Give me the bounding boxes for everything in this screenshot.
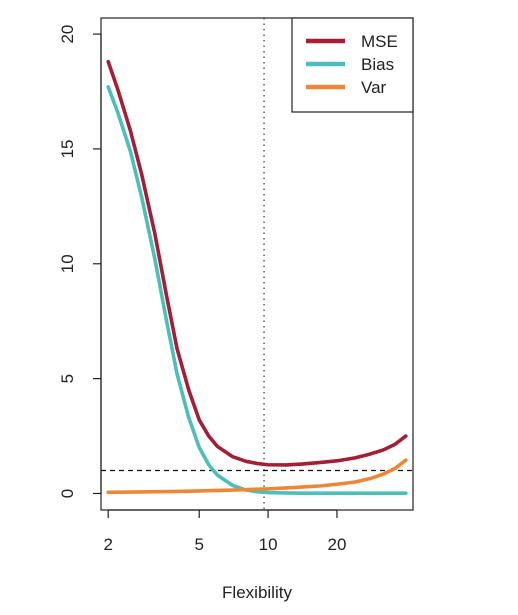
legend-box [291, 17, 414, 113]
legend-label-mse: MSE [361, 32, 398, 51]
x-tick-label: 20 [327, 535, 346, 554]
x-tick-label: 10 [259, 535, 278, 554]
y-tick-label: 15 [58, 139, 77, 158]
x-tick-label: 5 [195, 535, 204, 554]
x-axis: 2 5 10 20 [103, 509, 346, 554]
y-axis: 0 5 10 15 20 [58, 25, 102, 498]
y-tick-label: 20 [58, 25, 77, 44]
x-axis-label: Flexibility [222, 583, 292, 602]
legend-label-var: Var [361, 78, 387, 97]
x-tick-label: 2 [103, 535, 112, 554]
y-tick-label: 0 [58, 489, 77, 498]
legend-label-bias: Bias [361, 55, 394, 74]
legend: MSE Bias Var [291, 17, 414, 113]
series-line-mse [106, 59, 408, 467]
series-line-bias [106, 85, 408, 496]
series-line-var [106, 458, 408, 495]
y-tick-label: 5 [58, 374, 77, 383]
y-tick-label: 10 [58, 254, 77, 273]
